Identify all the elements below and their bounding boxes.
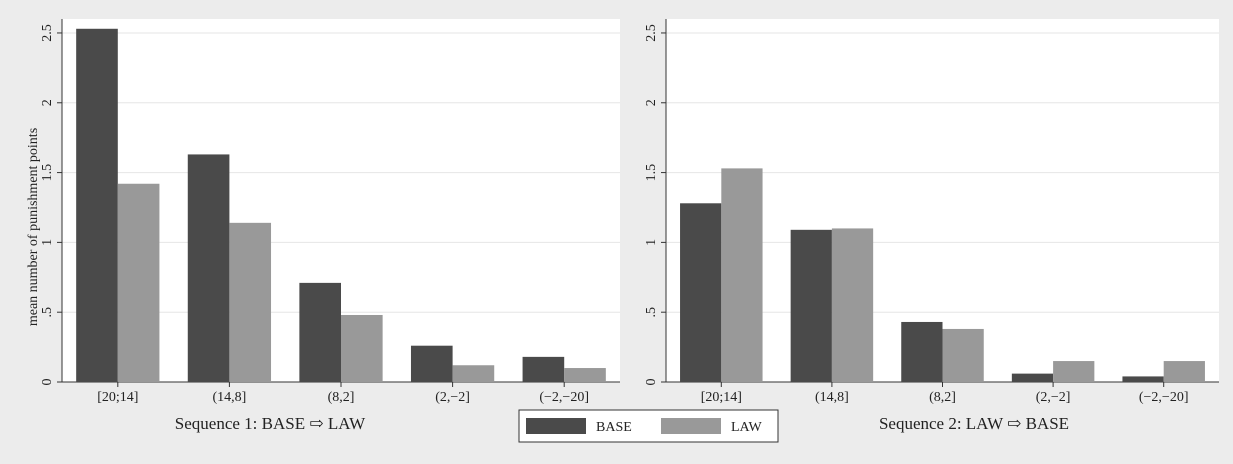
x-tick-label: (−2,−20]	[539, 390, 589, 405]
y-tick-label: .5	[644, 307, 659, 318]
legend-label-base: BASE	[596, 420, 632, 435]
legend-label-law: LAW	[731, 420, 763, 435]
y-axis-label: mean number of punishment points	[26, 128, 41, 326]
x-tick-label: (−2,−20]	[1139, 390, 1189, 405]
bar-law	[229, 222, 272, 382]
y-tick-label: 2.5	[644, 24, 659, 42]
bar-base	[187, 154, 230, 382]
y-tick-label: 1.5	[644, 164, 659, 182]
y-tick-label: 2.5	[40, 24, 55, 42]
x-tick-label: (8,2]	[929, 390, 956, 405]
y-tick-label: 2	[644, 99, 659, 106]
x-tick-label: (14,8]	[212, 390, 246, 405]
legend-swatch-law	[661, 418, 721, 434]
bar-base	[901, 321, 943, 382]
bar-base	[680, 203, 722, 382]
y-tick-label: 1	[40, 239, 55, 246]
legend-swatch-base	[526, 418, 586, 434]
bar-base	[299, 282, 341, 382]
x-tick-label: [20;14]	[701, 390, 742, 405]
bar-base	[522, 356, 565, 382]
legend: BASE LAW	[518, 409, 779, 443]
bar-law	[452, 365, 495, 382]
x-tick-label: [20;14]	[97, 390, 138, 405]
bar-law	[942, 328, 984, 382]
y-tick-label: .5	[40, 307, 55, 318]
bar-law	[1053, 361, 1095, 382]
y-tick-label: 1.5	[40, 164, 55, 182]
bar-law	[1163, 361, 1205, 382]
bar-law	[831, 228, 874, 382]
y-tick-label: 2	[40, 99, 55, 106]
chart-panel-2: Sequence 2: LAW ⇨ BASE 0 .5 1 1.5 2 2.5 [20;14…	[644, 19, 1219, 433]
bar-base	[410, 345, 453, 382]
x-tick-label: (2,−2]	[1036, 390, 1071, 405]
chart-panel-1: mean number of punishment points Sequenc…	[26, 19, 620, 433]
chart-title-2: Sequence 2: LAW ⇨ BASE	[879, 414, 1069, 433]
x-tick-label: (2,−2]	[435, 390, 470, 405]
bar-law	[117, 183, 160, 382]
bar-law	[564, 368, 606, 382]
y-tick-label: 0	[40, 379, 55, 386]
chart-title-1: Sequence 1: BASE ⇨ LAW	[175, 414, 366, 433]
x-tick-label: (8,2]	[328, 390, 355, 405]
bar-base	[790, 229, 832, 382]
bar-base	[1011, 373, 1054, 382]
y-tick-label: 1	[644, 239, 659, 246]
bar-law	[341, 314, 383, 382]
bar-base	[1122, 376, 1164, 382]
bar-law	[721, 168, 763, 382]
bar-base	[76, 28, 118, 383]
y-tick-label: 0	[644, 379, 659, 386]
x-tick-label: (14,8]	[815, 390, 849, 405]
